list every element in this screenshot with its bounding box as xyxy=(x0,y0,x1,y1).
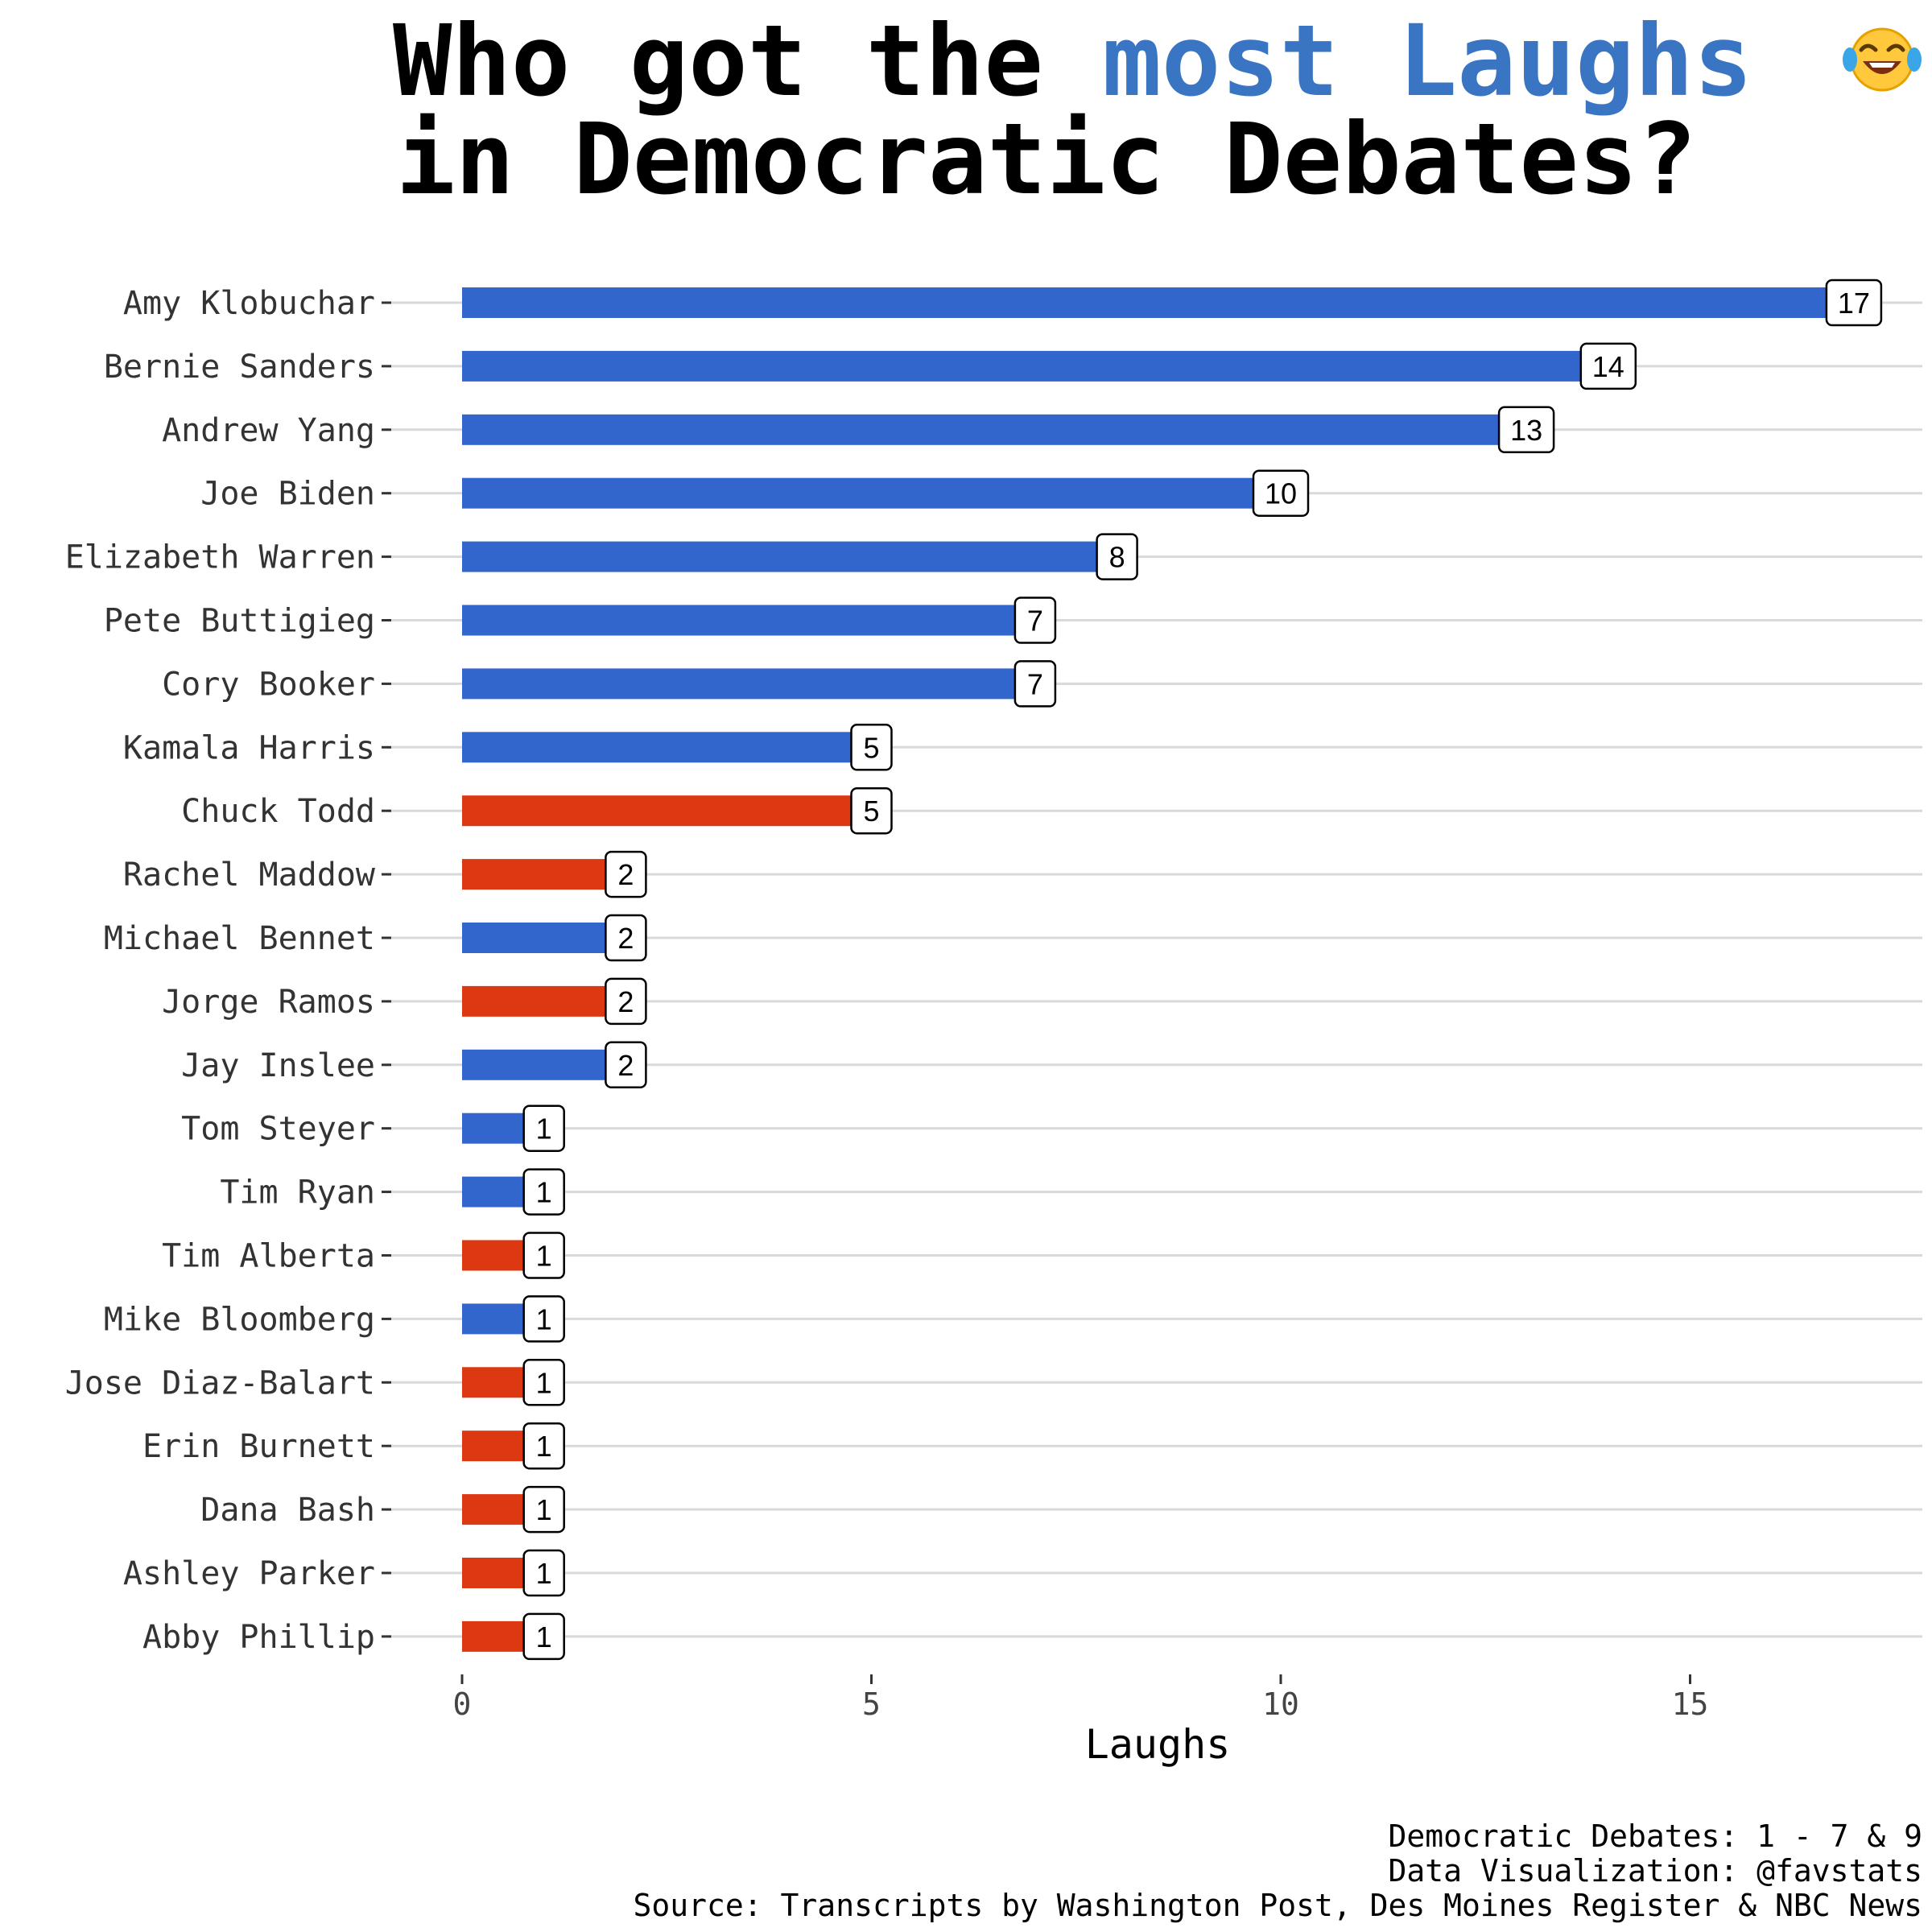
value-label-box xyxy=(850,724,893,771)
value-label-box xyxy=(522,1612,565,1661)
bar xyxy=(462,859,626,890)
value-label: 8 xyxy=(1109,541,1125,574)
bar xyxy=(462,985,626,1017)
category-label: Abby Phillip xyxy=(142,1619,375,1656)
category-label: Erin Burnett xyxy=(142,1428,375,1465)
bar xyxy=(462,923,626,953)
value-label-box xyxy=(522,1485,565,1534)
bar xyxy=(462,414,1527,445)
value-label: 1 xyxy=(536,1240,552,1273)
category-label: Amy Klobuchar xyxy=(123,285,375,322)
x-tick-label: 0 xyxy=(453,1686,472,1722)
category-label: Dana Bash xyxy=(200,1492,375,1529)
value-label-box xyxy=(605,850,647,898)
title-part-plain: Who got the xyxy=(393,4,1102,118)
value-label: 5 xyxy=(863,731,879,764)
category-label: Pete Buttigieg xyxy=(104,603,375,640)
value-label-box xyxy=(522,1422,565,1470)
x-tick-label: 5 xyxy=(862,1686,881,1722)
value-label-box xyxy=(1252,469,1310,517)
value-label: 5 xyxy=(863,795,879,828)
bar xyxy=(462,605,1035,636)
value-label-box xyxy=(1579,342,1637,390)
value-label: 2 xyxy=(617,858,634,891)
bar xyxy=(462,350,1608,382)
value-label: 10 xyxy=(1265,477,1297,510)
bar xyxy=(462,795,872,827)
category-label: Tim Ryan xyxy=(220,1174,375,1212)
bar xyxy=(462,287,1854,318)
category-label: Bernie Sanders xyxy=(104,349,375,386)
value-label: 1 xyxy=(536,1366,552,1399)
value-label-box xyxy=(1497,406,1555,454)
value-label-box xyxy=(522,1104,565,1152)
laughing-with-tears-emoji xyxy=(1843,27,1922,92)
bar xyxy=(462,1049,626,1080)
x-axis-title: Laughs xyxy=(1085,1721,1231,1768)
x-axis: 0 5 10 15 xyxy=(453,1674,1709,1722)
x-tick-label: 10 xyxy=(1262,1686,1299,1722)
value-label-box xyxy=(1096,533,1138,580)
value-label: 14 xyxy=(1592,350,1624,383)
category-label: Mike Bloomberg xyxy=(104,1301,375,1338)
value-label: 2 xyxy=(617,1049,634,1082)
category-label: Andrew Yang xyxy=(162,412,375,449)
value-label: 1 xyxy=(536,1302,552,1335)
value-label-box xyxy=(605,977,647,1026)
chart-title-line-1: Who got the most Laughs xyxy=(393,4,1752,118)
caption-line-2: Data Visualization: @favstats xyxy=(1389,1853,1922,1889)
category-label: Chuck Todd xyxy=(181,793,375,830)
title-part-highlight: most Laughs xyxy=(1102,4,1752,118)
value-label-box xyxy=(1825,279,1883,327)
value-label: 1 xyxy=(536,1557,552,1590)
value-label: 7 xyxy=(1027,605,1043,638)
category-label: Joe Biden xyxy=(200,476,375,513)
value-label: 2 xyxy=(617,922,634,955)
value-label-box xyxy=(522,1359,565,1406)
category-label: Cory Booker xyxy=(162,666,375,703)
bars xyxy=(462,287,1854,1652)
category-label: Kamala Harris xyxy=(123,729,375,766)
value-label-box xyxy=(850,786,893,835)
value-label-box xyxy=(522,1168,565,1216)
bar xyxy=(462,477,1281,509)
value-label: 1 xyxy=(536,1493,552,1526)
value-label: 1 xyxy=(536,1430,552,1463)
value-label-box xyxy=(1013,660,1057,708)
bar xyxy=(462,732,872,763)
value-labels: 17 14 13 10 8 7 7 5 5 2 2 2 2 1 1 1 1 1 1 1 1 1 xyxy=(522,279,1883,1661)
value-label: 7 xyxy=(1027,667,1043,700)
category-labels: Amy Klobuchar Bernie Sanders Andrew Yang Jo… xyxy=(65,285,391,1656)
category-label: Rachel Maddow xyxy=(123,857,376,894)
bar xyxy=(462,668,1035,700)
category-label: Elizabeth Warren xyxy=(65,539,375,576)
value-label: 1 xyxy=(536,1176,552,1209)
value-label: 13 xyxy=(1510,414,1542,447)
category-label: Michael Bennet xyxy=(104,920,375,957)
x-tick-label: 15 xyxy=(1672,1686,1709,1722)
value-label: 17 xyxy=(1838,287,1870,320)
value-label-box xyxy=(605,914,647,962)
chart-title-line-2: in Democratic Debates? xyxy=(396,102,1697,217)
bar xyxy=(462,541,1117,572)
category-label: Ashley Parker xyxy=(123,1555,375,1592)
value-label-box xyxy=(522,1295,565,1343)
value-label: 2 xyxy=(617,985,634,1018)
category-label: Jorge Ramos xyxy=(162,984,375,1021)
value-label: 1 xyxy=(536,1113,552,1146)
value-label-box xyxy=(1013,597,1057,644)
category-label: Jose Diaz-Balart xyxy=(65,1364,375,1402)
category-label: Tom Steyer xyxy=(181,1111,375,1148)
value-label-box xyxy=(522,1232,565,1279)
value-label-box xyxy=(605,1041,647,1089)
value-label-box xyxy=(522,1549,565,1597)
value-label: 1 xyxy=(536,1620,552,1653)
caption-line-1: Democratic Debates: 1 - 7 & 9 xyxy=(1389,1818,1922,1854)
caption-line-3: Source: Transcripts by Washington Post, … xyxy=(634,1888,1922,1923)
category-label: Tim Alberta xyxy=(162,1238,375,1275)
category-label: Jay Inslee xyxy=(181,1047,375,1084)
